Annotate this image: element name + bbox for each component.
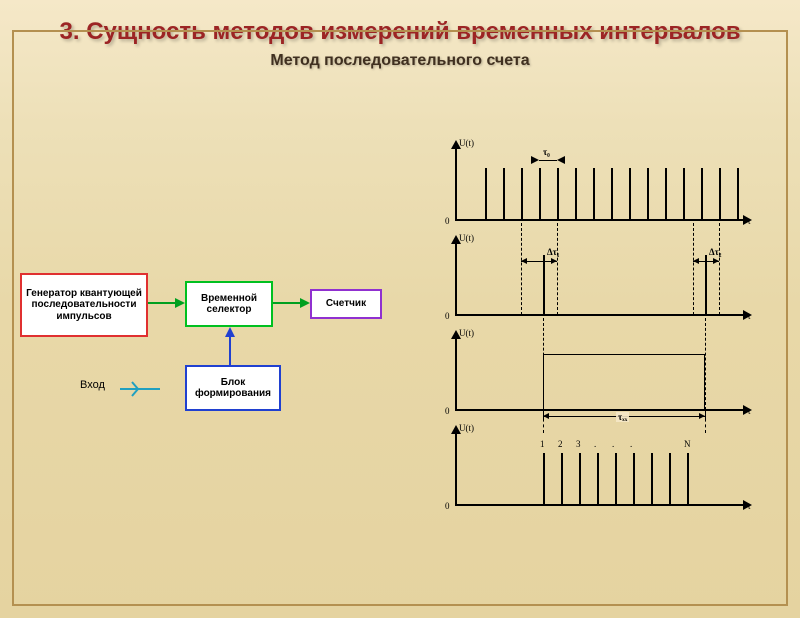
arrow-former-selector bbox=[229, 335, 231, 365]
chart-two-pulse: U(t)t0Δτ₁Δτ₂ bbox=[435, 243, 765, 323]
timing-charts: U(t)t0τ₀ U(t)t0Δτ₁Δτ₂ U(t)t0τₓₓ U(t)t0123..… bbox=[435, 148, 765, 558]
arrow-generator-selector bbox=[148, 302, 177, 304]
node-selector: Временной селектор bbox=[185, 281, 273, 327]
input-arrow-icon bbox=[120, 380, 160, 403]
arrowhead-selector-counter bbox=[300, 298, 310, 308]
arrowhead-generator-selector bbox=[175, 298, 185, 308]
node-former: Блок формирования bbox=[185, 365, 281, 411]
node-counter: Счетчик bbox=[310, 289, 382, 319]
node-generator: Генератор квантующей последовательности … bbox=[20, 273, 148, 337]
block-diagram: Генератор квантующей последовательности … bbox=[20, 243, 420, 443]
input-label: Вход bbox=[80, 379, 105, 391]
chart-counted-pulses: U(t)t0123...N bbox=[435, 433, 765, 513]
arrow-selector-counter bbox=[273, 302, 302, 304]
chart-pulse-train: U(t)t0τ₀ bbox=[435, 148, 765, 228]
chart-gate: U(t)t0τₓₓ bbox=[435, 338, 765, 418]
arrowhead-former-selector bbox=[225, 327, 235, 337]
